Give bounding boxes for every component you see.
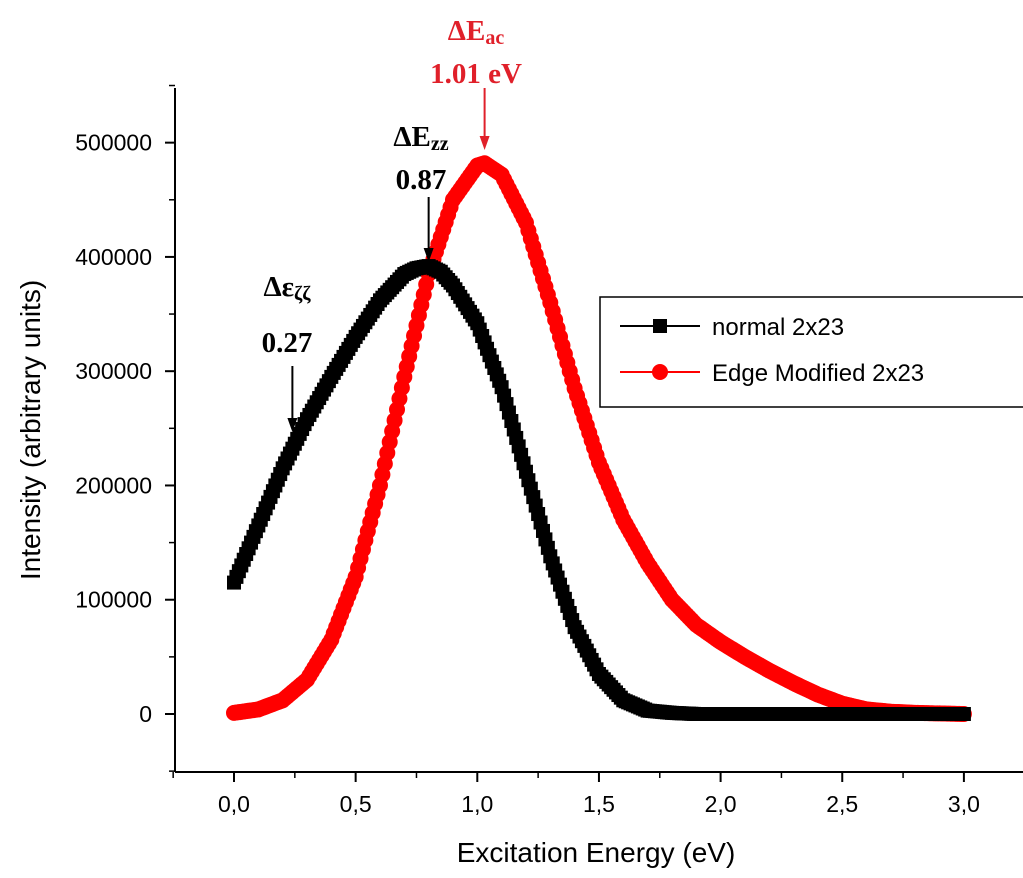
annotation-arrowhead xyxy=(287,418,298,432)
annotation-label: Δεζζ xyxy=(263,271,311,305)
y-axis-title: Intensity (arbitrary units) xyxy=(15,280,46,580)
legend-label-normal: normal 2x23 xyxy=(712,314,844,341)
x-tick-label: 1,5 xyxy=(583,791,615,817)
annotation-1: ΔEzz 0.87 xyxy=(393,121,449,262)
x-tick-label: 2,5 xyxy=(826,791,858,817)
y-tick-label: 400000 xyxy=(75,244,152,270)
annotation-label: ΔEac xyxy=(448,15,505,49)
annotation-value: 0.27 xyxy=(262,327,313,359)
x-tick-label: 1,0 xyxy=(461,791,493,817)
x-ticks: 0,0 0,5 1,0 1,5 2,0 2,5 3,0 xyxy=(172,772,980,817)
y-tick-label: 300000 xyxy=(75,358,152,384)
annotation-label: ΔEzz xyxy=(393,121,448,155)
y-tick-label: 0 xyxy=(139,701,152,727)
y-tick-label: 200000 xyxy=(75,472,152,498)
y-tick-label: 500000 xyxy=(75,130,152,156)
x-tick-label: 0,0 xyxy=(218,791,250,817)
legend-marker-circle xyxy=(652,364,668,380)
legend-label-edge: Edge Modified 2x23 xyxy=(712,360,924,387)
legend-box xyxy=(599,296,1023,408)
data-point xyxy=(956,707,971,721)
annotation-arrowhead xyxy=(423,248,434,262)
annotation-symbol: Δε xyxy=(263,271,294,303)
y-tick-label: 100000 xyxy=(75,587,152,613)
legend-marker-square xyxy=(653,319,667,333)
plot-series xyxy=(226,155,972,722)
annotation-value: 1.01 eV xyxy=(430,58,522,90)
annotation-2: ΔEac 1.01 eV xyxy=(430,15,522,150)
annotation-arrowhead xyxy=(479,136,490,150)
x-tick-label: 2,0 xyxy=(705,791,737,817)
series-normal xyxy=(227,259,971,721)
annotation-subscript: ac xyxy=(485,27,504,49)
annotation-symbol: ΔE xyxy=(393,121,431,153)
x-tick-label: 3,0 xyxy=(948,791,980,817)
annotation-value: 0.87 xyxy=(396,164,447,196)
annotation-0: Δεζζ 0.27 xyxy=(262,271,313,432)
x-axis-title: Excitation Energy (eV) xyxy=(457,837,736,868)
x-tick-label: 0,5 xyxy=(340,791,372,817)
legend: normal 2x23 Edge Modified 2x23 xyxy=(599,296,1023,408)
series-edge-modified xyxy=(226,155,972,722)
y-ticks: 0 100000 200000 300000 400000 500000 xyxy=(75,84,175,772)
annotation-subscript: zz xyxy=(431,133,449,155)
annotation-symbol: ΔE xyxy=(448,15,486,47)
annotation-subscript: ζζ xyxy=(294,283,311,305)
